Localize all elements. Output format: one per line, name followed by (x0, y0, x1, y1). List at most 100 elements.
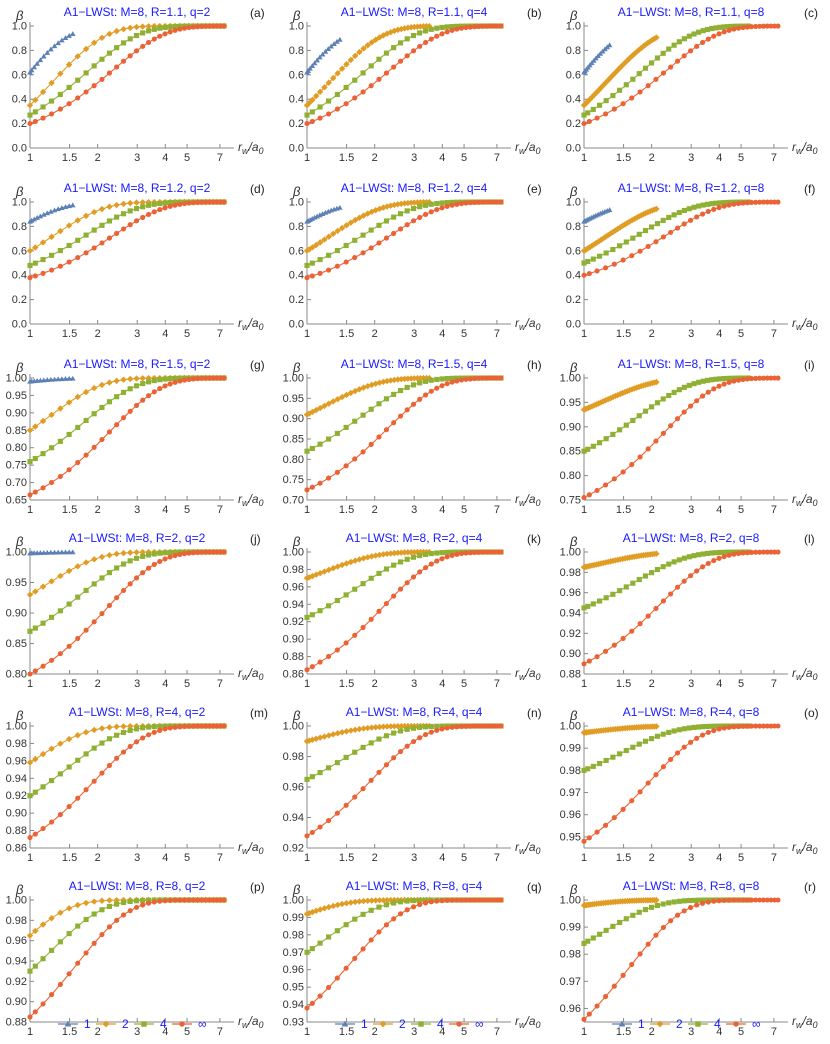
data-point (334, 563, 341, 570)
data-point (49, 252, 55, 258)
data-point (757, 549, 763, 555)
data-point (735, 25, 742, 31)
data-point (620, 101, 626, 107)
chart-panel-f: 0.00.20.40.60.81.01 1.5 2 3 4 5 7βrw/a0A1−LWSt… (566, 181, 818, 340)
data-point (368, 227, 374, 233)
y-axis-label: β (569, 708, 578, 723)
data-point (39, 239, 47, 246)
chart-panel-c: 0.00.20.40.60.81.01 1.5 2 3 4 5 7βrw/a0A1−LWSt… (566, 5, 818, 164)
data-point (334, 395, 341, 403)
x-tick-label: 1.5 (62, 1026, 77, 1038)
data-point (757, 897, 763, 903)
data-point (330, 731, 337, 738)
x-tick-label: 2 (95, 328, 101, 340)
data-point (91, 778, 97, 784)
data-point (642, 228, 649, 234)
x-tick-label: 4 (439, 1026, 445, 1038)
chart-title: A1−LWSt: M=8, R=4, q=2 (69, 705, 206, 719)
data-point (82, 45, 90, 53)
data-point (40, 451, 46, 457)
data-point (140, 735, 146, 741)
data-point (48, 233, 55, 241)
data-point (764, 375, 770, 381)
data-point (106, 379, 113, 386)
data-point (740, 376, 746, 383)
data-point (325, 46, 332, 52)
data-point (726, 27, 732, 33)
data-point (668, 423, 674, 429)
data-point (312, 241, 320, 249)
legend-marker (418, 1021, 424, 1027)
data-point (691, 553, 697, 559)
data-point (181, 377, 188, 383)
data-point (391, 755, 397, 761)
data-point (309, 260, 315, 266)
chart-title: A1−LWSt: M=8, R=1.2, q=2 (64, 181, 211, 195)
data-point (214, 723, 220, 729)
data-point (687, 739, 694, 745)
data-point (140, 897, 146, 903)
y-axis-label: β (15, 534, 24, 549)
data-point (681, 578, 687, 584)
data-point (454, 201, 460, 207)
data-point (458, 377, 465, 383)
data-point (139, 23, 146, 30)
data-point (57, 227, 64, 235)
data-point (623, 422, 629, 428)
data-point (321, 402, 328, 410)
x-tick-label: 3 (411, 678, 417, 690)
data-point (364, 724, 371, 732)
data-point (654, 221, 661, 227)
data-point (660, 901, 666, 907)
data-point (32, 963, 38, 969)
data-point (417, 204, 423, 210)
data-point (594, 1003, 600, 1009)
data-point (206, 723, 213, 729)
data-point (309, 96, 316, 104)
data-point (428, 899, 434, 905)
data-point (660, 396, 666, 402)
data-point (498, 723, 504, 729)
data-point (98, 381, 106, 389)
data-point (590, 601, 596, 607)
data-point (487, 375, 493, 381)
data-point (106, 429, 113, 435)
data-point (391, 916, 397, 922)
data-point (91, 940, 97, 946)
data-point (82, 729, 90, 736)
data-point (653, 34, 660, 41)
data-point (376, 608, 382, 614)
x-tick-label: 7 (217, 504, 223, 516)
data-point (113, 723, 120, 730)
data-point (360, 911, 366, 917)
data-point (162, 31, 168, 37)
data-point (186, 550, 192, 556)
data-point (716, 555, 722, 561)
data-point (32, 831, 38, 837)
x-tick-label: 7 (217, 328, 223, 340)
x-axis-label: rw/a0 (238, 140, 264, 156)
data-point (27, 459, 33, 465)
data-point (660, 70, 667, 76)
y-tick-label: 1.0 (12, 197, 27, 209)
data-point (744, 723, 750, 729)
data-point (304, 833, 310, 839)
data-point (458, 551, 465, 557)
data-point (404, 36, 410, 42)
panel-label: (i) (804, 358, 815, 372)
data-point (713, 723, 719, 729)
data-point (617, 919, 623, 926)
data-point (620, 806, 626, 812)
data-point (654, 733, 661, 739)
data-point (590, 106, 596, 112)
data-point (404, 53, 410, 59)
data-point (483, 375, 490, 381)
data-point (687, 217, 694, 223)
data-point (106, 924, 113, 930)
y-tick-label: 0.86 (283, 669, 304, 681)
data-point (83, 250, 89, 256)
data-point (586, 835, 592, 841)
data-point (140, 204, 146, 210)
data-point (584, 97, 592, 105)
data-point (372, 897, 379, 904)
